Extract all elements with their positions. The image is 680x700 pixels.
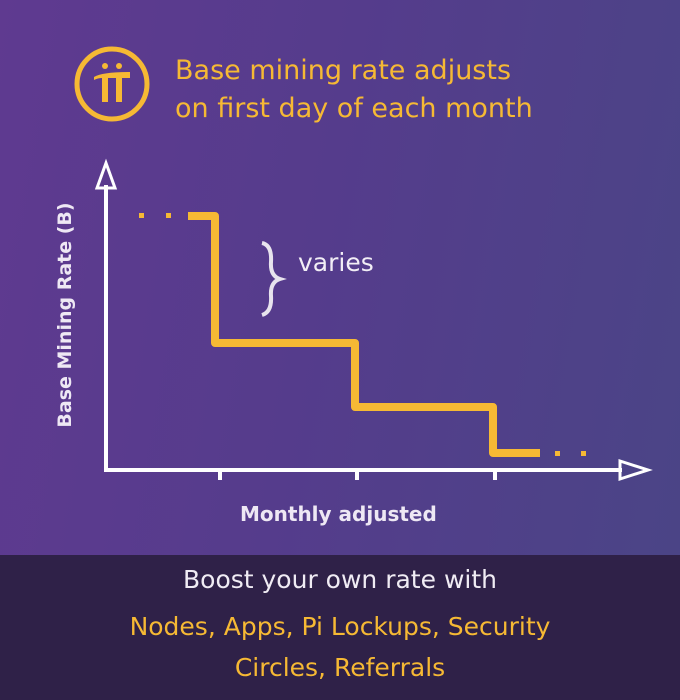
headline: Base mining rate adjusts on first day of… <box>175 52 533 128</box>
x-axis <box>104 458 653 482</box>
footer-line-2: Nodes, Apps, Pi Lockups, Security <box>129 612 551 641</box>
y-axis <box>94 158 118 470</box>
headline-line-1: Base mining rate adjusts <box>175 55 512 86</box>
pi-logo-icon <box>74 46 150 122</box>
footer-line-3: Circles, Referrals <box>234 653 446 682</box>
x-axis-label: Monthly adjusted <box>240 502 437 526</box>
step-diagram <box>94 158 653 482</box>
continuation-dots <box>139 213 586 456</box>
brace-icon <box>261 241 287 317</box>
footer-line-1: Boost your own rate with <box>183 565 497 594</box>
y-axis-label: Base Mining Rate (B) <box>54 202 76 428</box>
headline-line-2: on first day of each month <box>175 93 533 124</box>
varies-annotation: varies <box>298 248 374 277</box>
step-line <box>188 212 540 457</box>
footer-band <box>0 555 680 700</box>
